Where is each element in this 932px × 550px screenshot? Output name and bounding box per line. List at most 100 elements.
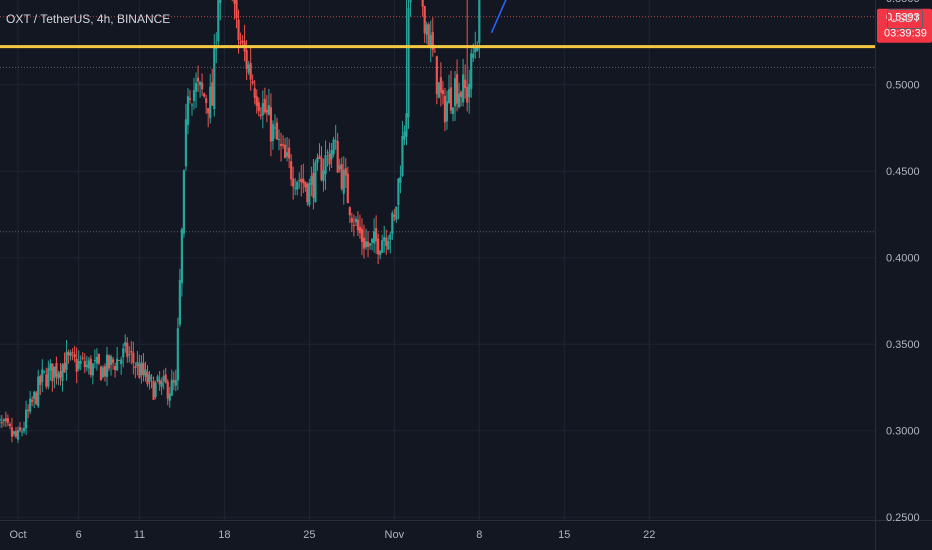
- candle-body: [393, 215, 396, 217]
- candle-body: [255, 96, 258, 106]
- candle-body: [377, 238, 380, 255]
- candle-body: [168, 393, 171, 401]
- candle-body: [71, 352, 74, 354]
- candle-body: [253, 88, 256, 98]
- candle-body: [33, 391, 36, 400]
- candle-body: [247, 64, 250, 73]
- candle-body: [344, 168, 347, 176]
- candle-body: [453, 78, 457, 107]
- candle-body: [364, 241, 368, 248]
- candle-body: [0, 419, 1, 421]
- time-tick-label: 25: [303, 529, 315, 541]
- candle-body: [111, 359, 115, 363]
- candle-body: [273, 127, 277, 129]
- currency-badge[interactable]: USDT: [887, 9, 923, 29]
- candle-body: [79, 361, 82, 364]
- time-tick-label: 8: [476, 529, 482, 541]
- candle-body: [407, 7, 410, 118]
- candle-body: [87, 360, 90, 369]
- candle-body: [146, 371, 149, 385]
- time-tick-label: 11: [134, 529, 145, 541]
- candle-body: [95, 356, 99, 364]
- candle-body: [178, 279, 181, 325]
- candle-body: [267, 105, 270, 115]
- candle-body: [107, 355, 111, 369]
- candle-body: [375, 228, 378, 242]
- candle-body: [156, 376, 159, 382]
- candle-body: [205, 98, 208, 104]
- candle-body: [330, 150, 333, 160]
- candle-body: [89, 358, 92, 375]
- price-tick-label: 0.3000: [886, 426, 920, 438]
- candle-body: [162, 376, 165, 381]
- candle-body: [409, 0, 412, 3]
- time-tick-label: 18: [218, 529, 230, 541]
- candle-body: [53, 366, 56, 379]
- candle-body: [55, 363, 58, 377]
- candle-body: [324, 155, 327, 175]
- candle-body: [75, 358, 78, 372]
- candle-body: [277, 139, 281, 141]
- candle-body: [308, 182, 311, 205]
- candle-body: [16, 430, 20, 440]
- candle-body: [360, 228, 364, 242]
- candle-body: [116, 358, 119, 371]
- candle-body: [12, 431, 16, 435]
- candle-body: [338, 165, 341, 170]
- candle-body: [370, 238, 374, 243]
- candle-body: [59, 371, 62, 378]
- candle-body: [101, 367, 105, 377]
- current-price-label: 0.5393: [886, 12, 920, 24]
- candle-body: [251, 81, 254, 84]
- candle-body: [429, 35, 432, 47]
- candle-body: [134, 366, 137, 369]
- candle-body: [350, 218, 353, 223]
- candle-body: [431, 32, 434, 50]
- candle-body: [470, 53, 473, 90]
- candle-body: [468, 83, 471, 98]
- price-tick-label: 0.5000: [886, 80, 920, 92]
- candle-body: [366, 241, 370, 247]
- candle-body: [340, 164, 343, 189]
- candle-body: [478, 0, 481, 43]
- candle-body: [128, 353, 131, 356]
- candle-body: [235, 0, 238, 19]
- candle-body: [176, 328, 179, 381]
- candle-body: [126, 342, 129, 357]
- candle-body: [142, 362, 145, 376]
- candle-body: [342, 170, 345, 194]
- candle-body: [286, 152, 289, 157]
- candle-body: [144, 369, 147, 377]
- candle-body: [257, 102, 260, 112]
- candle-body: [464, 79, 467, 89]
- candle-body: [203, 93, 206, 97]
- candle-body: [427, 24, 430, 48]
- candle-body: [433, 51, 436, 53]
- candle-body: [443, 95, 447, 123]
- candle-body: [302, 178, 305, 184]
- candle-body: [455, 74, 459, 104]
- candle-body: [186, 96, 190, 125]
- candle-body: [336, 140, 339, 173]
- candle-body: [194, 82, 198, 92]
- chart-title: OXT / TetherUS, 4h, BINANCE: [6, 12, 171, 26]
- candle-body: [211, 82, 214, 106]
- candle-body: [201, 82, 204, 90]
- candle-body: [65, 351, 68, 370]
- candle-body: [4, 418, 7, 422]
- candle-body: [73, 354, 76, 358]
- candle-body: [265, 109, 268, 113]
- candle-body: [447, 89, 451, 104]
- candle-body: [207, 108, 210, 114]
- candle-body: [381, 240, 384, 253]
- candle-body: [0, 422, 3, 424]
- candle-body: [18, 427, 22, 431]
- candle-body: [199, 81, 202, 86]
- candle-body: [332, 139, 335, 155]
- candle-body: [310, 176, 313, 185]
- candle-body: [391, 212, 394, 234]
- candle-body: [152, 380, 155, 400]
- candle-body: [99, 366, 103, 381]
